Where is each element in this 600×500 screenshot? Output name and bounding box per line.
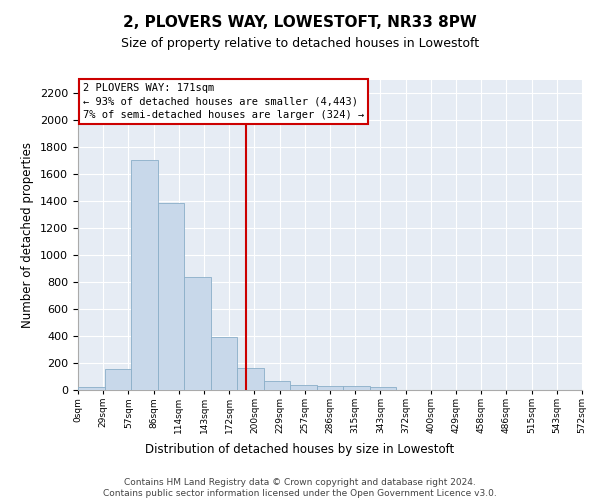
Text: Contains HM Land Registry data © Crown copyright and database right 2024.
Contai: Contains HM Land Registry data © Crown c… [103,478,497,498]
Bar [158,202,184,390]
Bar [211,338,237,390]
Bar [343,386,370,390]
Bar [317,386,343,390]
Y-axis label: Number of detached properties: Number of detached properties [22,142,34,328]
Bar [184,277,211,390]
Bar [131,160,158,390]
Text: 2 PLOVERS WAY: 171sqm
← 93% of detached houses are smaller (4,443)
7% of semi-de: 2 PLOVERS WAY: 171sqm ← 93% of detached … [83,83,364,120]
Bar [263,381,290,390]
Text: Size of property relative to detached houses in Lowestoft: Size of property relative to detached ho… [121,38,479,51]
Text: 2, PLOVERS WAY, LOWESTOFT, NR33 8PW: 2, PLOVERS WAY, LOWESTOFT, NR33 8PW [123,15,477,30]
Bar [104,369,131,390]
Bar [78,388,104,390]
Text: Distribution of detached houses by size in Lowestoft: Distribution of detached houses by size … [145,442,455,456]
Bar [370,388,397,390]
Bar [237,368,263,390]
Bar [290,384,317,390]
